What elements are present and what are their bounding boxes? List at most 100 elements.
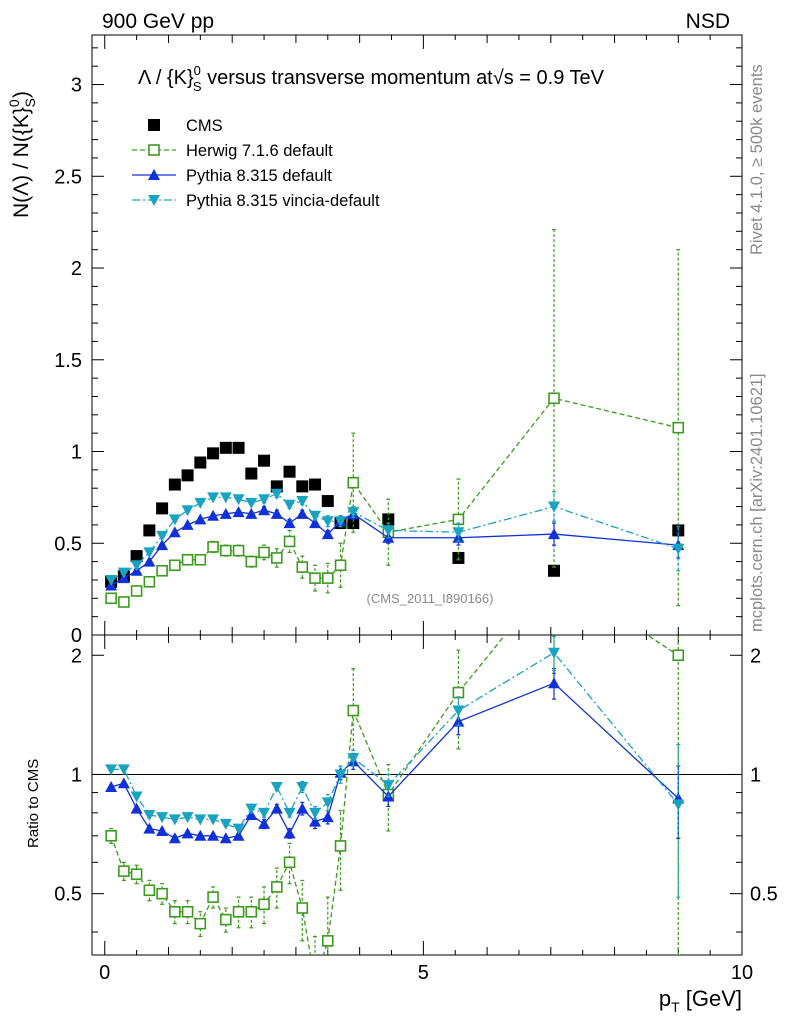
main-data-point	[271, 552, 283, 564]
ratio-data-point	[296, 781, 309, 793]
ratio-data-point	[258, 807, 271, 819]
main-data-point	[156, 564, 168, 577]
main-series-0	[105, 441, 685, 588]
ratio-data-point	[181, 905, 194, 918]
main-data-point	[334, 559, 347, 572]
plot-title-mid: versus transverse momentum at	[202, 67, 494, 89]
ratio-data-point	[271, 881, 283, 893]
x-axis-label-sub: T	[671, 999, 680, 1015]
y-tick-label: 0.5	[54, 533, 82, 555]
main-data-point	[105, 592, 117, 605]
ratio-data-point	[347, 753, 360, 765]
legend-marker	[148, 195, 160, 206]
main-data-point	[168, 526, 181, 538]
x-axis-label: pT [GeV]	[659, 986, 742, 1015]
ratio-data-point	[452, 686, 465, 699]
ratio-data-point	[310, 977, 320, 987]
main-data-point	[347, 476, 360, 489]
ratio-data-point	[270, 781, 283, 793]
ratio-data-point	[169, 905, 181, 918]
main-data-point	[232, 441, 245, 454]
ratio-data-point	[258, 817, 271, 829]
ratio-data-point	[296, 802, 309, 814]
ratio-data-point	[168, 814, 181, 826]
main-data-point	[194, 456, 207, 469]
ratio-y-tick-label-right: 2	[750, 645, 761, 667]
ratio-data-point	[181, 812, 194, 824]
ratio-y-tick-label: 0.5	[54, 884, 82, 906]
main-data-point	[258, 494, 271, 506]
main-data-point	[143, 524, 156, 537]
ratio-data-point	[321, 797, 334, 809]
main-series-2	[105, 504, 685, 591]
ratio-data-point	[207, 891, 219, 903]
main-data-point	[194, 553, 207, 566]
main-y-axis-label-sub: S	[22, 98, 38, 107]
analysis-watermark: (CMS_2011_I890166)	[367, 591, 494, 606]
y-tick-label: 1	[71, 442, 82, 464]
legend-label: Pythia 8.315 default	[186, 167, 332, 185]
legend-label: CMS	[186, 117, 223, 135]
plot-title-tail: = 0.9 TeV	[514, 67, 605, 89]
main-data-point	[672, 421, 685, 434]
main-data-point	[194, 497, 207, 509]
main-data-point	[207, 447, 220, 460]
main-data-point	[309, 510, 322, 522]
ratio-plot-frame	[91, 634, 743, 956]
main-series-line	[110, 492, 679, 581]
main-data-point	[283, 535, 296, 548]
ratio-data-point	[452, 715, 465, 727]
ratio-data-point	[321, 935, 334, 947]
ratio-data-point	[548, 677, 561, 689]
ratio-data-point	[156, 887, 168, 900]
ratio-data-point	[156, 824, 169, 836]
main-data-point	[181, 469, 194, 482]
ratio-data-point	[130, 791, 143, 803]
ratio-data-point	[382, 780, 395, 792]
ratio-data-point	[219, 832, 232, 844]
main-data-point	[118, 596, 130, 608]
main-data-point	[245, 497, 258, 509]
main-data-point	[309, 517, 322, 529]
main-data-point	[548, 564, 561, 577]
ratio-data-point	[283, 807, 296, 819]
main-data-point	[219, 492, 232, 504]
legend-label: Pythia 8.315 vincia-default	[186, 192, 380, 210]
ratio-data-point	[334, 769, 347, 781]
ratio-data-point	[321, 811, 334, 823]
main-data-point	[309, 478, 322, 491]
plot-title-sub: S	[193, 79, 202, 94]
ratio-data-point	[309, 815, 322, 827]
ratio-data-point	[548, 647, 561, 659]
main-series-layer	[105, 228, 685, 608]
ratio-data-point	[270, 802, 283, 814]
main-data-point	[270, 507, 283, 519]
ratio-data-point	[258, 898, 270, 911]
plot-title-sqrt: √	[493, 67, 504, 89]
ratio-data-point	[207, 829, 220, 841]
main-data-point	[207, 541, 219, 553]
ratio-data-point	[296, 902, 309, 914]
plot-title-lead: Λ / {K}	[138, 67, 194, 89]
main-data-point	[219, 441, 232, 454]
main-data-point	[232, 506, 245, 518]
ratio-y-tick-label-right: 1	[750, 764, 761, 786]
plot-title: Λ / {K}0 S versus transverse momentum at√…	[138, 63, 605, 94]
main-data-point	[245, 507, 258, 519]
ratio-series-line	[111, 651, 679, 830]
main-data-point	[232, 494, 245, 506]
main-data-point	[321, 495, 334, 508]
main-y-axis-label-tail: )	[10, 91, 33, 98]
main-data-point	[258, 504, 271, 516]
main-data-point	[117, 567, 130, 579]
ratio-axis-ticks: 0.5 0.5 1 1 2 2 0 5 10	[54, 635, 778, 984]
ratio-data-point	[452, 705, 465, 717]
ratio-data-point	[181, 827, 194, 839]
main-data-point	[452, 527, 465, 539]
x-tick-label: 0	[99, 962, 110, 984]
y-tick-label: 2.5	[54, 166, 82, 188]
main-data-point	[347, 507, 360, 519]
main-data-point	[283, 499, 296, 511]
main-data-point	[130, 585, 143, 597]
ratio-y-axis-label: Ratio to CMS	[25, 759, 42, 848]
